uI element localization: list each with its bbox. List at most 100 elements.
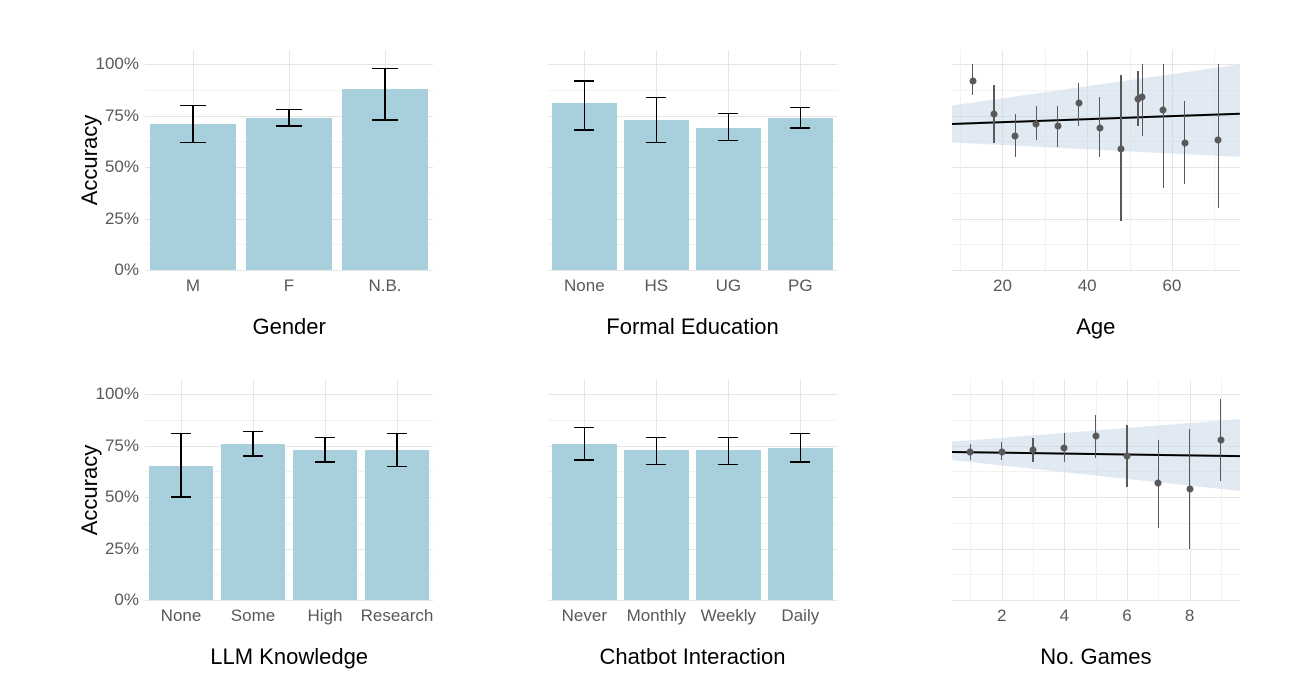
error-bar [728,114,730,141]
bar [768,448,833,600]
y-tick-label: 100% [96,54,145,74]
scatter-point [998,448,1005,455]
x-tick-label: 4 [1060,600,1069,626]
error-cap [243,431,263,433]
plot-area: 204060 [952,50,1240,270]
scatter-point [1118,145,1125,152]
scatter-point [1096,125,1103,132]
error-bar [800,108,802,129]
bar [150,124,236,270]
error-bar [396,433,398,466]
bar [624,450,689,600]
scatter-point [1033,121,1040,128]
y-tick-label: 75% [105,106,145,126]
error-bar [192,106,194,143]
scatter-point [1092,432,1099,439]
x-tick-label: Some [231,600,275,626]
panel-games: 2468No. Games [887,370,1250,670]
x-tick-label: 2 [997,600,1006,626]
x-tick-label: Weekly [701,600,756,626]
scatter-point [969,77,976,84]
error-cap [646,142,666,144]
error-cap [387,466,407,468]
error-cap [646,464,666,466]
y-tick-label: 50% [105,487,145,507]
x-tick-label: F [284,270,294,296]
panel-llm: 0%25%50%75%100%NoneSomeHighResearchLLM K… [80,370,443,670]
y-tick-label: 25% [105,539,145,559]
y-axis-title-text: Accuracy [77,445,103,535]
x-tick-label: Daily [781,600,819,626]
error-cap [718,464,738,466]
error-cap [574,80,594,82]
y-tick-label: 0% [114,590,145,610]
bar [293,450,358,600]
error-bar [252,431,254,456]
x-axis-title: Chatbot Interaction [548,644,836,670]
grid-line [548,394,836,395]
figure-grid: 0%25%50%75%100%MFN.B.GenderAccuracyNoneH… [80,40,1250,670]
error-cap [180,105,207,107]
error-bar [728,438,730,465]
x-tick-label: Monthly [627,600,687,626]
plot-area: 0%25%50%75%100%NoneSomeHighResearch [145,380,433,600]
y-tick-label: 50% [105,157,145,177]
x-tick-label: Research [361,600,434,626]
error-bar [584,427,586,460]
error-cap [315,437,335,439]
bar [696,450,761,600]
scatter-point [1160,106,1167,113]
y-tick-label: 25% [105,209,145,229]
grid-line [952,600,1240,601]
scatter-point [1012,133,1019,140]
error-cap [276,109,303,111]
scatter-point [1123,453,1130,460]
scatter-point [1075,100,1082,107]
y-axis-title: Accuracy [80,380,100,600]
y-tick-label: 75% [105,436,145,456]
panel-gender: 0%25%50%75%100%MFN.B.GenderAccuracy [80,40,443,340]
error-bar [800,433,802,462]
x-tick-label: 40 [1078,270,1097,296]
y-axis-title-text: Accuracy [77,115,103,205]
error-cap [646,437,666,439]
error-cap [574,427,594,429]
grid-line-minor [548,90,836,91]
grid-line-minor [145,420,433,421]
error-cap [574,459,594,461]
grid-line [145,394,433,395]
error-cap [790,127,810,129]
error-cap [276,125,303,127]
scatter-point [1217,436,1224,443]
confidence-ribbon [952,380,1240,600]
bar [696,128,761,270]
bar [246,118,332,270]
scatter-point [1054,123,1061,130]
x-tick-label: N.B. [368,270,401,296]
x-tick-label: None [161,600,202,626]
x-tick-label: Never [562,600,607,626]
x-tick-label: UG [716,270,742,296]
panel-education: NoneHSUGPGFormal Education [483,40,846,340]
y-axis-title: Accuracy [80,50,100,270]
bar [221,444,286,600]
scatter-point [1030,446,1037,453]
bar [552,444,617,600]
error-bar [1163,64,1164,187]
x-tick-label: None [564,270,605,296]
panel-age: 204060 Age [887,40,1250,340]
error-cap [718,140,738,142]
grid-line-minor [548,420,836,421]
bar [365,450,430,600]
error-cap [790,461,810,463]
x-axis-title: Age [952,314,1240,340]
error-cap [790,107,810,109]
scatter-point [1186,485,1193,492]
error-cap [574,129,594,131]
error-cap [718,113,738,115]
x-tick-label: 8 [1185,600,1194,626]
x-tick-label: 60 [1162,270,1181,296]
scatter-point [1139,94,1146,101]
grid-line [145,446,433,447]
error-bar [384,69,386,120]
